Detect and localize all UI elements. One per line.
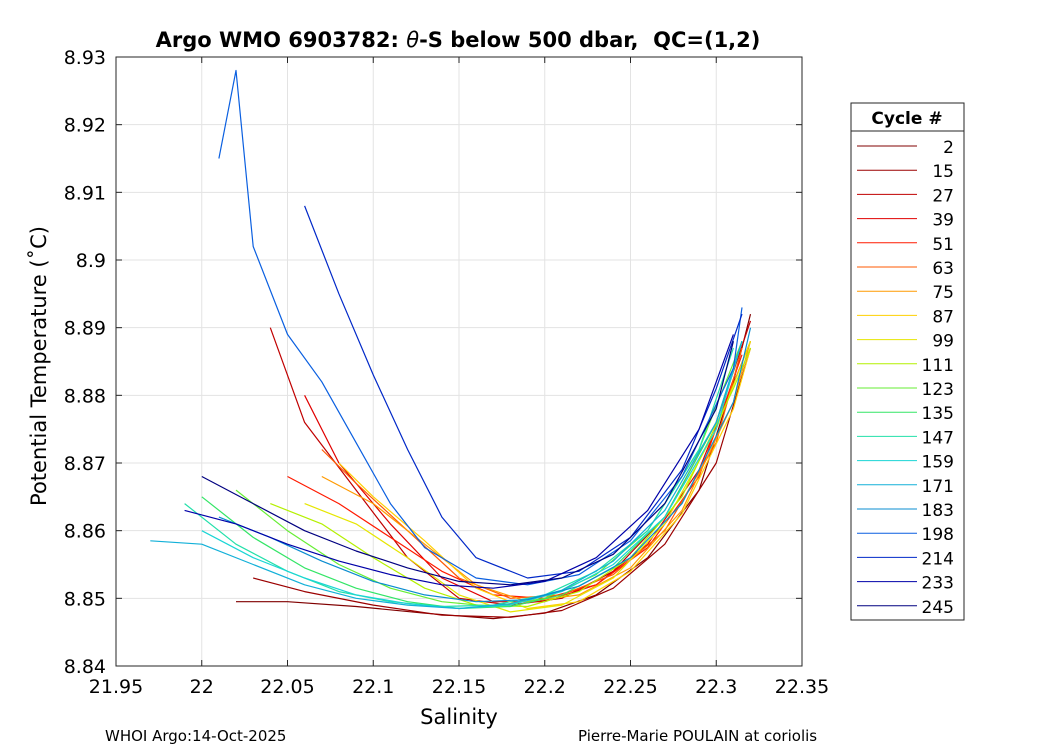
profile-line-cycle-111 [270,347,752,608]
y-tick-label: 8.86 [64,521,106,543]
legend-items: 2 15 27 39 51 63 75 87 99 111 123 135 147 159 171 183 19… [857,138,954,618]
x-tick-label: 21.95 [89,676,143,698]
legend-label-cycle-39: 39 [932,211,954,231]
legend-label-cycle-75: 75 [932,283,954,303]
legend-label-cycle-198: 198 [922,525,954,545]
legend-label-cycle-147: 147 [922,428,954,448]
y-tick-label: 8.91 [64,182,106,204]
legend-label-cycle-245: 245 [922,598,954,618]
x-tick-label: 22.3 [695,676,737,698]
legend-label-cycle-63: 63 [932,259,954,279]
profile-line-cycle-99 [304,340,752,613]
y-tick-label: 8.87 [64,453,106,475]
legend-label-cycle-51: 51 [932,235,954,255]
profile-line-cycle-75 [321,341,752,603]
x-tick-label: 22.2 [524,676,566,698]
legend-label-cycle-15: 15 [932,162,954,182]
profile-line-cycle-15 [253,347,752,618]
profile-line-cycle-87 [338,347,752,610]
plot-lines [150,69,752,620]
chart-title: Argo WMO 6903782: θ-S below 500 dbar, QC… [156,28,761,52]
legend-label-cycle-87: 87 [932,307,954,327]
x-tick-label: 22.1 [352,676,394,698]
y-axis-ticks: 8.84 8.85 8.86 8.87 8.88 8.89 8.9 8.91 8.92 8.93 [64,47,802,678]
x-axis-label: Salinity [420,705,498,729]
legend-label-cycle-99: 99 [932,332,954,352]
profile-line-cycle-159 [201,341,743,610]
y-tick-label: 8.88 [64,385,106,407]
footer-left: WHOI Argo:14-Oct-2025 [105,727,286,745]
profile-line-cycle-171 [150,341,743,610]
y-tick-label: 8.85 [64,588,106,610]
profile-line-cycle-147 [184,347,734,608]
x-tick-label: 22.05 [260,676,314,698]
y-tick-label: 8.9 [76,250,106,272]
x-tick-label: 22.15 [432,676,486,698]
legend-box [850,102,965,621]
legend-label-cycle-2: 2 [943,138,954,158]
footer-right: Pierre-Marie POULAIN at coriolis [578,727,817,745]
x-tick-label: 22 [190,676,214,698]
legend-label-cycle-214: 214 [922,549,954,569]
profile-line-cycle-233 [184,334,734,589]
legend-label-cycle-171: 171 [922,477,954,497]
legend-label-cycle-111: 111 [922,356,954,376]
y-axis-label: Potential Temperature (˚C) [27,226,51,506]
grid-lines [116,57,802,666]
legend-label-cycle-233: 233 [922,574,954,594]
legend-label-cycle-27: 27 [932,186,954,206]
y-tick-label: 8.84 [64,656,106,678]
y-tick-label: 8.92 [64,115,106,137]
x-tick-label: 22.25 [603,676,657,698]
x-tick-label: 22.35 [775,676,829,698]
profile-line-cycle-214 [304,205,743,579]
profile-line-cycle-183 [218,327,752,603]
profile-line-cycle-245 [201,341,734,586]
y-tick-label: 8.89 [64,318,106,340]
legend-label-cycle-123: 123 [922,380,954,400]
x-axis-ticks: 21.95 22 22.05 22.1 22.15 22.2 22.25 22.3 22.35 [89,57,829,698]
legend-title: Cycle # [871,109,942,129]
legend-label-cycle-183: 183 [922,501,954,521]
legend-label-cycle-135: 135 [922,404,954,424]
y-tick-label: 8.93 [64,47,106,69]
legend-label-cycle-159: 159 [922,453,954,473]
profile-line-cycle-198 [218,69,743,586]
